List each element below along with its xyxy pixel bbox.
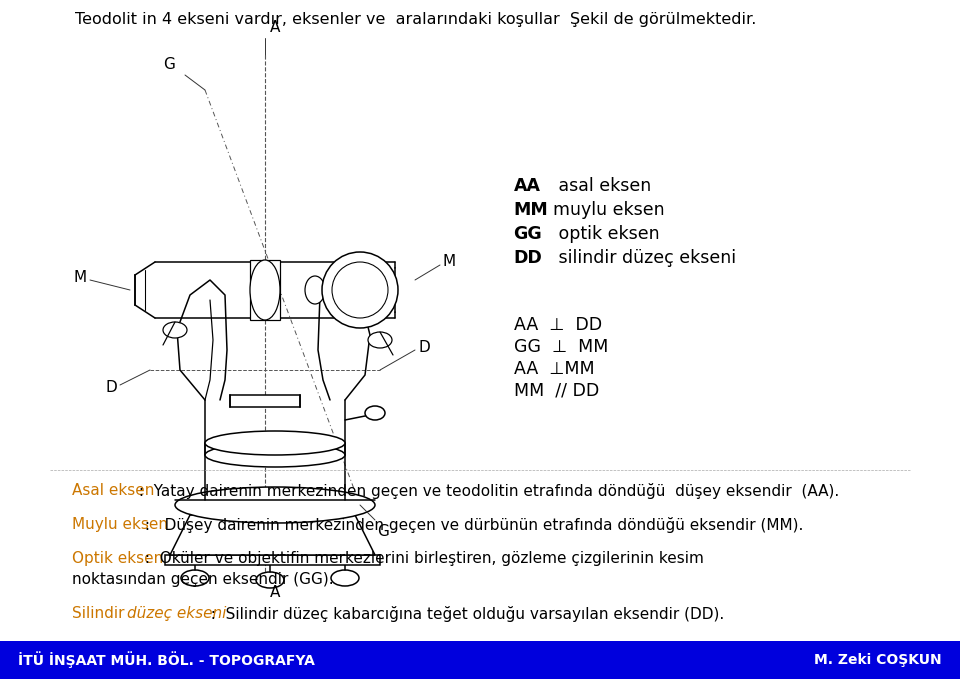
Ellipse shape: [322, 252, 398, 328]
Text: AA  ⊥MM: AA ⊥MM: [514, 360, 594, 378]
Ellipse shape: [365, 406, 385, 420]
Text: asal eksen: asal eksen: [541, 177, 651, 195]
Text: :   Düşey dairenin merkezinden geçen ve dürbünün etrafında döndüğü eksendir (MM): : Düşey dairenin merkezinden geçen ve dü…: [139, 517, 803, 534]
Bar: [0, 641, 960, 679]
Text: İTÜ İNŞAAT MÜH. BÖL. - TOPOGRAFYA: İTÜ İNŞAAT MÜH. BÖL. - TOPOGRAFYA: [18, 652, 315, 668]
Ellipse shape: [305, 276, 325, 304]
Ellipse shape: [175, 487, 375, 523]
Text: Asal eksen: Asal eksen: [72, 483, 155, 498]
Text: G: G: [163, 57, 175, 72]
Text: Optik eksen: Optik eksen: [72, 551, 163, 566]
Ellipse shape: [331, 570, 359, 586]
Text: M: M: [74, 270, 87, 285]
Text: :  Silindir düzeç kabarcığına teğet olduğu varsayılan eksendir (DD).: : Silindir düzeç kabarcığına teğet olduğ…: [202, 606, 725, 622]
Text: :  Oküler ve objektifin merkezlerini birleştiren, gözleme çizgilerinin kesim: : Oküler ve objektifin merkezlerini birl…: [139, 551, 704, 566]
Text: D: D: [418, 340, 430, 356]
Text: D: D: [106, 380, 117, 395]
Text: Muylu eksen: Muylu eksen: [72, 517, 168, 532]
Text: Silindir: Silindir: [72, 606, 130, 621]
Ellipse shape: [250, 260, 280, 320]
Text: AA: AA: [514, 177, 540, 195]
Text: M: M: [442, 255, 455, 270]
Text: Teodolit in 4 ekseni vardır, eksenler ve  aralarındaki koşullar  Şekil de görülm: Teodolit in 4 ekseni vardır, eksenler ve…: [75, 12, 756, 27]
Bar: [230, 395, 300, 407]
Ellipse shape: [205, 443, 345, 467]
Bar: [250, 260, 280, 320]
Text: MM: MM: [514, 200, 548, 219]
Ellipse shape: [256, 572, 284, 588]
Text: :  Yatay dairenin merkezinden geçen ve teodolitin etrafında döndüğü  düşey eksen: : Yatay dairenin merkezinden geçen ve te…: [133, 483, 839, 500]
Ellipse shape: [163, 322, 187, 338]
Text: G: G: [377, 524, 389, 539]
Ellipse shape: [368, 332, 392, 348]
Text: DD: DD: [514, 249, 542, 267]
Text: M. Zeki COŞKUN: M. Zeki COŞKUN: [814, 653, 942, 667]
Ellipse shape: [181, 570, 209, 586]
Text: silindir düzeç ekseni: silindir düzeç ekseni: [541, 249, 735, 267]
Text: A: A: [270, 585, 280, 600]
Text: optik eksen: optik eksen: [541, 225, 660, 242]
Text: AA  ⊥  DD: AA ⊥ DD: [514, 316, 602, 334]
Text: A: A: [270, 20, 280, 35]
Polygon shape: [165, 555, 380, 565]
Text: muylu eksen: muylu eksen: [541, 200, 664, 219]
Text: GG: GG: [514, 225, 542, 242]
Text: düzeç ekseni: düzeç ekseni: [128, 606, 227, 621]
Polygon shape: [170, 515, 375, 555]
Text: GG  ⊥  MM: GG ⊥ MM: [514, 337, 608, 356]
Text: noktasından geçen eksendir (GG).: noktasından geçen eksendir (GG).: [72, 572, 334, 587]
Text: MM  // DD: MM // DD: [514, 382, 599, 400]
Ellipse shape: [205, 431, 345, 455]
Ellipse shape: [325, 278, 345, 302]
